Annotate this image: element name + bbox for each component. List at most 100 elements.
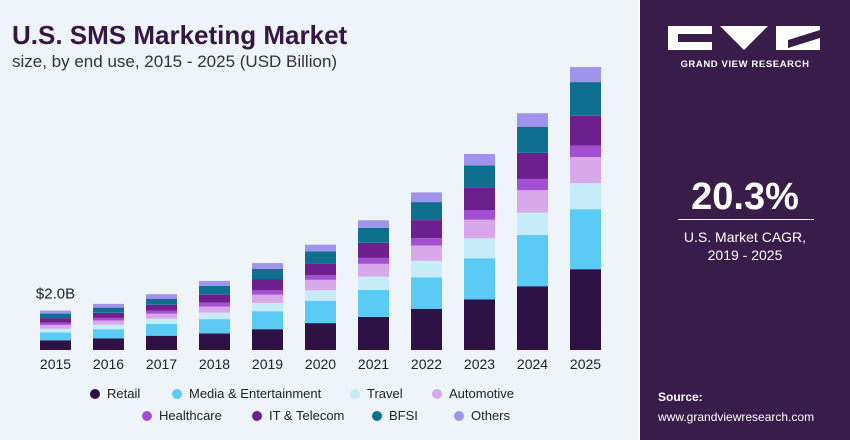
bar-segment-2016-1 [93, 329, 124, 339]
source-url[interactable]: www.grandviewresearch.com [658, 410, 815, 424]
cagr-value: 20.3% [691, 176, 799, 218]
bar-segment-2025-0 [570, 269, 601, 350]
legend-swatch [142, 411, 152, 421]
bar-segment-2022-5 [411, 220, 442, 239]
x-tick-label: 2021 [358, 356, 389, 372]
bar-segment-2024-4 [517, 178, 548, 191]
bar-segment-2015-2 [40, 328, 71, 333]
bar-segment-2021-4 [358, 257, 389, 264]
bar-segment-2021-5 [358, 242, 389, 258]
bar-segment-2025-6 [570, 82, 601, 116]
bar-segment-2017-4 [146, 310, 177, 314]
cagr-label-line2: 2019 - 2025 [707, 247, 783, 263]
bar-segment-2023-0 [464, 299, 495, 350]
x-tick-label: 2016 [93, 356, 124, 372]
x-tick-label: 2022 [411, 356, 442, 372]
bar-segment-2019-3 [252, 294, 283, 303]
bar-segment-2019-7 [252, 263, 283, 269]
bar-segment-2017-5 [146, 304, 177, 311]
legend-label: Automotive [449, 386, 515, 401]
chart-area: U.S. SMS Marketing Market size, by end u… [0, 0, 638, 440]
bar-segment-2021-1 [358, 290, 389, 317]
bar-segment-2025-7 [570, 67, 601, 83]
bar-segment-2024-6 [517, 126, 548, 153]
bar-segment-2015-6 [40, 313, 71, 319]
legend-label: IT & Telecom [269, 408, 345, 423]
x-tick-label: 2015 [40, 356, 71, 372]
bar-segment-2018-4 [199, 302, 230, 307]
brand-name: GRAND VIEW RESEARCH [680, 59, 810, 70]
bar-segment-2018-2 [199, 312, 230, 320]
bar-segment-2018-7 [199, 280, 230, 286]
bar-segment-2025-2 [570, 183, 601, 210]
bar-segment-2021-2 [358, 276, 389, 290]
x-tick-label: 2020 [305, 356, 336, 372]
bar-segment-2023-4 [464, 210, 495, 220]
x-tick-label: 2017 [146, 356, 177, 372]
bar-segment-2020-4 [305, 275, 336, 280]
bar-segment-2020-6 [305, 251, 336, 264]
bar-segment-2020-0 [305, 323, 336, 350]
bar-segment-2017-7 [146, 294, 177, 299]
legend-item: BFSI [372, 408, 418, 424]
bar-segment-2023-6 [464, 165, 495, 188]
bar-segment-2016-7 [93, 303, 124, 308]
bar-segment-2024-2 [517, 212, 548, 235]
legend-label: Media & Entertainment [189, 386, 322, 401]
legend-item: Travel [350, 386, 403, 402]
bar-segment-2022-0 [411, 308, 442, 350]
bar-segment-2017-0 [146, 335, 177, 350]
legend-swatch [90, 389, 100, 399]
x-tick-label: 2024 [517, 356, 548, 372]
bar-segment-2015-4 [40, 322, 71, 325]
bar-segment-2015-7 [40, 310, 71, 314]
bar-segment-2024-7 [517, 113, 548, 127]
bar-segment-2019-6 [252, 269, 283, 280]
bar-segment-2025-1 [570, 209, 601, 270]
bar-segment-2022-7 [411, 192, 442, 203]
divider [678, 219, 814, 220]
bar-segment-2016-0 [93, 338, 124, 350]
bar-segment-2018-0 [199, 333, 230, 350]
bar-segment-2022-1 [411, 277, 442, 309]
legend-swatch [172, 389, 182, 399]
legend-label: BFSI [389, 408, 418, 423]
bar-segment-2020-1 [305, 300, 336, 324]
total-annotation: $2.0B [36, 286, 75, 303]
bar-segment-2023-1 [464, 258, 495, 300]
x-tick-label: 2025 [570, 356, 601, 372]
bar-segment-2021-3 [358, 263, 389, 277]
legend-label: Healthcare [159, 408, 222, 423]
x-tick-label: 2019 [252, 356, 283, 372]
legend-item: Healthcare [142, 408, 222, 424]
bar-segment-2016-3 [93, 320, 124, 325]
x-tick-label: 2023 [464, 356, 495, 372]
bar-segment-2018-5 [199, 294, 230, 303]
bar-segment-2022-3 [411, 245, 442, 261]
source-title: Source: [658, 390, 703, 404]
legend-swatch [372, 411, 382, 421]
legend-label: Travel [367, 386, 403, 401]
cagr-label: U.S. Market CAGR, 2019 - 2025 [640, 228, 850, 264]
bar-segment-2019-0 [252, 329, 283, 350]
bar-segment-2023-2 [464, 238, 495, 259]
bar-segment-2018-3 [199, 306, 230, 313]
bar-segment-2016-5 [93, 312, 124, 318]
legend-item: Others [454, 408, 510, 424]
bar-segment-2019-4 [252, 290, 283, 295]
bar-segment-2023-7 [464, 154, 495, 166]
legend-item: Retail [90, 386, 140, 402]
bar-segment-2015-5 [40, 318, 71, 323]
bar-segment-2020-5 [305, 263, 336, 276]
bar-segment-2015-3 [40, 324, 71, 329]
legend-label: Others [471, 408, 511, 423]
bar-segment-2024-0 [517, 286, 548, 350]
bar-segment-2020-2 [305, 290, 336, 301]
bar-segment-2019-2 [252, 302, 283, 312]
bar-segment-2022-6 [411, 202, 442, 221]
bar-segment-2019-1 [252, 311, 283, 330]
bar-segment-2020-7 [305, 244, 336, 252]
bar-segment-2018-6 [199, 286, 230, 295]
bar-segment-2017-2 [146, 318, 177, 324]
